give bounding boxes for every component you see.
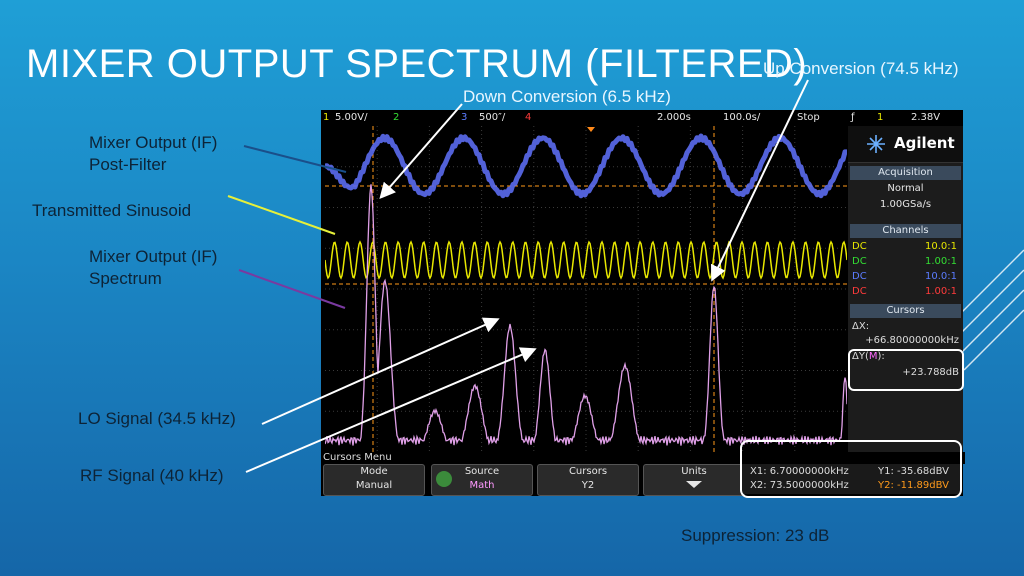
units-softkey[interactable]: Units	[643, 464, 745, 496]
channel-probe-ratio: 10.0:1	[925, 241, 957, 252]
channel-coupling: DC	[852, 286, 867, 297]
channel-coupling: DC	[852, 256, 867, 267]
mode-softkey-value: Manual	[355, 480, 393, 491]
transmitted-arrow	[227, 195, 336, 235]
cursor-readout: X1: 6.70000000kHz X2: 73.5000000kHz Y1: …	[740, 464, 960, 494]
channel-coupling: DC	[852, 271, 867, 282]
delta-y-prefix: ΔY(	[852, 351, 869, 362]
time-delay: 2.000s	[657, 112, 691, 123]
source-softkey-value: Math	[469, 480, 495, 491]
y2-readout: Y2: -11.89dBV	[878, 480, 949, 491]
transmitted-sinusoid-label: Transmitted Sinusoid	[32, 201, 192, 220]
trigger-icon: ƒ	[851, 112, 855, 123]
channel-probe-ratio: 10.0:1	[925, 271, 957, 282]
run-state: Stop	[797, 112, 820, 123]
ch2-number: 2	[393, 112, 400, 123]
cursors-softkey-label: Cursors	[568, 466, 608, 477]
waveform-display[interactable]	[325, 126, 847, 452]
channel-probe-ratio: 1.00:1	[925, 286, 957, 297]
mixer-spectrum-label: Mixer Output (IF) Spectrum	[89, 246, 217, 290]
delta-x-value: +66.80000000kHz	[865, 335, 959, 346]
mixer-post-filter-line2: Post-Filter	[89, 155, 167, 174]
channels-header[interactable]: Channels	[850, 224, 961, 238]
channel-coupling: DC	[852, 241, 867, 252]
rf-signal-label: RF Signal (40 kHz)	[80, 466, 224, 485]
cursors-header[interactable]: Cursors	[850, 304, 961, 318]
mixer-spectrum-line1: Mixer Output (IF)	[89, 247, 218, 266]
up-conversion-label: Up Conversion (74.5 kHz)	[763, 59, 959, 78]
brand-name: Agilent	[894, 134, 955, 152]
delta-y-highlight	[848, 349, 964, 391]
transmitted-sinusoid-trace	[325, 240, 847, 280]
delta-y-source: M	[868, 351, 878, 362]
trigger-marker	[587, 127, 595, 132]
ch4-number: 4	[525, 112, 532, 123]
x1-readout: X1: 6.70000000kHz	[750, 466, 849, 477]
mixer-spectrum-line2: Spectrum	[89, 269, 162, 288]
waveform-graticule	[325, 126, 847, 452]
mode-softkey[interactable]: Mode Manual	[323, 464, 425, 496]
units-softkey-label: Units	[681, 466, 707, 477]
mode-softkey-label: Mode	[360, 466, 388, 477]
cursors-softkey-value: Y2	[581, 480, 595, 491]
channel-probe-ratio: 1.00:1	[925, 256, 957, 267]
agilent-logo: Agilent	[848, 126, 963, 163]
down-conversion-label: Down Conversion (6.5 kHz)	[463, 87, 671, 106]
ch1-number: 1	[323, 112, 330, 123]
trigger-level: 2.38V	[911, 112, 941, 123]
mixer-post-filter-line1: Mixer Output (IF)	[89, 133, 218, 152]
suppression-label: Suppression: 23 dB	[681, 526, 830, 545]
scope-status-bar: 1 5.00V/ 2 3 500″/ 4 2.000s 100.0s/ Stop…	[321, 110, 963, 126]
lo-signal-label: LO Signal (34.5 kHz)	[78, 409, 236, 428]
delta-y-suffix: ):	[877, 351, 885, 362]
x2-readout: X2: 73.5000000kHz	[750, 480, 849, 491]
trigger-channel: 1	[877, 112, 884, 123]
ch3-number: 3	[461, 112, 468, 123]
scope-side-panel: Agilent Acquisition Normal 1.00GSa/s Cha…	[848, 126, 963, 452]
acquisition-header[interactable]: Acquisition	[850, 166, 961, 180]
suppression-highlight	[740, 440, 962, 498]
arrow-down-icon	[686, 481, 702, 488]
delta-y-label: ΔY(M):	[852, 350, 959, 364]
ch3-scale: 500″/	[479, 112, 506, 123]
delta-x-label: ΔX:	[852, 321, 870, 332]
y1-readout: Y1: -35.68dBV	[878, 466, 949, 477]
entry-knob-icon	[436, 471, 452, 487]
slide-title: MIXER OUTPUT SPECTRUM (FILTERED)	[26, 42, 808, 86]
oscilloscope-screenshot: 1 5.00V/ 2 3 500″/ 4 2.000s 100.0s/ Stop…	[321, 110, 965, 496]
acquisition-mode: Normal	[887, 183, 924, 194]
mixer-post-filter-label: Mixer Output (IF) Post-Filter	[89, 132, 217, 176]
ch1-scale: 5.00V/	[335, 112, 368, 123]
delta-y-value: +23.788dB	[902, 367, 959, 378]
agilent-spark-icon	[867, 135, 885, 153]
time-scale: 100.0s/	[723, 112, 761, 123]
acquisition-rate: 1.00GSa/s	[879, 199, 932, 210]
source-softkey[interactable]: Source Math	[431, 464, 533, 496]
cursors-softkey[interactable]: Cursors Y2	[537, 464, 639, 496]
